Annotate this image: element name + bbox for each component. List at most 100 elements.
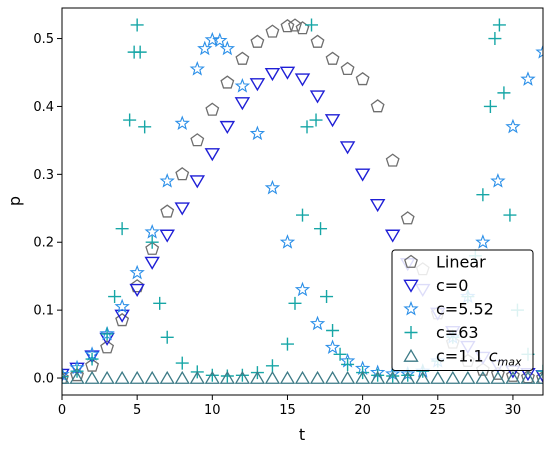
data-point <box>326 324 340 337</box>
data-point <box>320 290 334 304</box>
data-point <box>296 208 309 222</box>
data-point <box>280 19 295 33</box>
data-point <box>488 32 502 46</box>
data-point <box>355 71 370 86</box>
data-point <box>305 18 319 32</box>
x-tick-label: 30 <box>505 403 522 418</box>
data-point <box>115 313 130 327</box>
legend-marker <box>403 348 419 362</box>
data-point <box>535 44 543 59</box>
data-point <box>520 71 536 86</box>
data-point <box>159 173 175 188</box>
data-point <box>324 339 341 355</box>
data-point <box>204 370 220 384</box>
x-tick-label: 0 <box>58 403 66 418</box>
data-point <box>430 370 446 384</box>
data-point <box>219 40 236 56</box>
data-point <box>100 340 115 354</box>
data-point <box>115 222 129 236</box>
legend-marker <box>403 279 419 293</box>
data-point <box>250 34 265 48</box>
data-point <box>189 61 205 76</box>
data-point <box>190 133 205 147</box>
data-point <box>212 32 228 48</box>
data-point <box>279 234 296 249</box>
data-point <box>130 279 145 293</box>
legend-math-symbol: c <box>489 347 498 366</box>
data-point <box>204 148 221 162</box>
data-point <box>265 359 279 373</box>
data-point <box>535 370 543 384</box>
data-point <box>175 356 189 370</box>
data-point <box>114 298 130 314</box>
data-point <box>295 21 310 35</box>
legend-entry-label: Linear <box>436 253 486 272</box>
data-point <box>483 99 497 113</box>
data-point <box>197 40 213 56</box>
data-point <box>310 34 325 48</box>
data-point <box>234 97 251 111</box>
y-tick-label: 0.1 <box>33 304 54 319</box>
data-point <box>123 113 137 127</box>
legend-entry-label: c=63 <box>436 323 479 342</box>
data-point <box>69 370 85 384</box>
data-point <box>62 370 69 384</box>
data-point <box>475 234 491 249</box>
data-point <box>400 370 416 384</box>
data-point <box>333 347 347 361</box>
data-point <box>144 256 160 270</box>
data-point <box>145 235 159 249</box>
data-point <box>189 370 205 384</box>
x-tick-label: 20 <box>354 403 371 418</box>
x-tick-label: 15 <box>279 403 296 418</box>
data-point <box>129 283 145 297</box>
data-point <box>265 24 280 38</box>
data-point <box>280 337 294 351</box>
data-point <box>62 366 70 382</box>
data-point <box>288 18 302 32</box>
data-point <box>294 370 311 384</box>
data-point <box>62 370 70 384</box>
data-point <box>492 18 506 32</box>
data-point <box>535 370 543 384</box>
data-point <box>309 113 323 127</box>
data-point <box>490 366 505 380</box>
data-point <box>324 114 341 128</box>
data-point <box>144 223 160 239</box>
legend-marker <box>404 254 418 268</box>
data-point <box>220 75 235 89</box>
data-point <box>234 370 251 384</box>
data-point <box>294 281 311 297</box>
data-point <box>400 211 415 225</box>
data-point <box>159 370 175 384</box>
data-point <box>536 370 543 384</box>
y-axis-label: p <box>5 196 24 206</box>
data-point <box>445 370 461 384</box>
data-point <box>264 179 281 195</box>
data-point <box>129 264 145 280</box>
data-point <box>153 296 167 310</box>
data-point <box>108 290 122 304</box>
data-point <box>415 370 431 384</box>
data-point <box>219 370 235 384</box>
data-point <box>369 198 386 213</box>
data-point <box>309 370 326 384</box>
data-point <box>114 370 130 384</box>
x-tick-label: 5 <box>133 403 141 418</box>
data-point <box>497 86 511 100</box>
data-point <box>174 202 190 216</box>
legend-math-subscript: max <box>498 356 522 369</box>
legend-entry-label: c=0 <box>436 276 468 295</box>
data-point <box>339 370 356 384</box>
data-point <box>354 370 371 384</box>
x-tick-label: 25 <box>430 403 447 418</box>
axes-frame <box>61 7 544 396</box>
data-point <box>370 99 385 113</box>
data-point <box>62 370 69 384</box>
data-point <box>341 357 355 371</box>
data-point <box>370 370 386 384</box>
data-point <box>160 330 174 344</box>
data-point <box>475 370 491 384</box>
data-point <box>70 368 84 382</box>
data-point <box>133 45 147 59</box>
